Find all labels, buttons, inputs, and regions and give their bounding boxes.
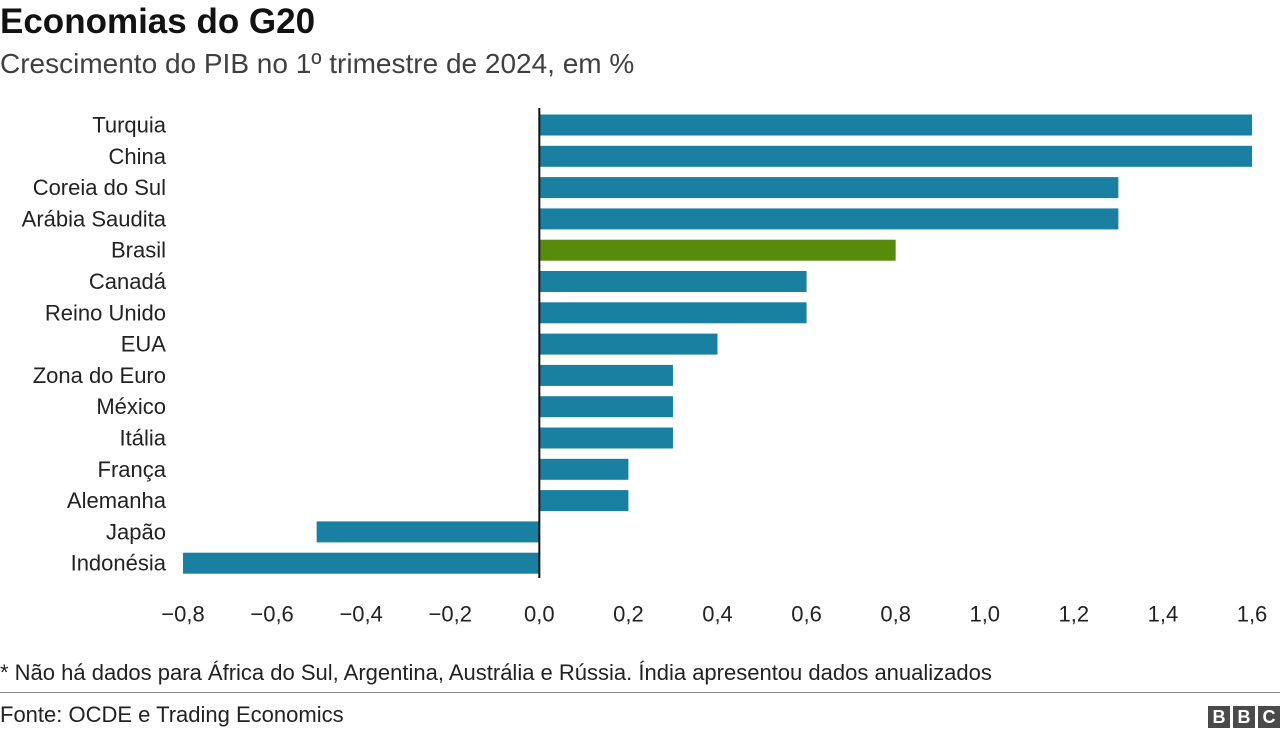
- x-tick-label: 0,2: [613, 602, 644, 627]
- bar-china: [539, 145, 1252, 167]
- x-tick-label: 1,6: [1237, 602, 1268, 627]
- bbc-logo-letter: C: [1258, 706, 1280, 728]
- chart-subtitle: Crescimento do PIB no 1º trimestre de 20…: [0, 48, 635, 79]
- category-label: Coreia do Sul: [33, 175, 166, 200]
- bar-turquia: [539, 114, 1252, 136]
- bbc-logo-letter: B: [1233, 706, 1255, 728]
- x-tick-labels-group: −0,8 −0,6 −0,4 −0,2 0,0 0,2 0,4 0,6 0,8 1,0 1,2 1,4…: [161, 602, 1267, 627]
- x-tick-label: 0,4: [702, 602, 733, 627]
- bars-group: [183, 114, 1252, 574]
- category-label: Arábia Saudita: [22, 206, 167, 231]
- x-tick-label: 0,0: [524, 602, 555, 627]
- category-label: Japão: [106, 519, 166, 544]
- x-tick-label: 0,6: [791, 602, 822, 627]
- chart-title: Economias do G20: [0, 2, 316, 41]
- bar-canada: [539, 271, 807, 292]
- x-tick-label: −0,2: [429, 602, 472, 627]
- category-label: Zona do Euro: [33, 363, 166, 388]
- x-tick-label: −0,8: [161, 602, 204, 627]
- category-label: Brasil: [111, 238, 166, 263]
- category-label: França: [98, 457, 167, 482]
- x-tick-label: −0,6: [250, 602, 293, 627]
- category-label: Turquia: [92, 113, 167, 138]
- source-text: Fonte: OCDE e Trading Economics: [0, 702, 344, 727]
- category-label: Itália: [120, 426, 167, 451]
- x-tick-label: 0,8: [880, 602, 911, 627]
- bar-indonesia: [183, 552, 540, 574]
- category-label: Indonésia: [71, 551, 167, 576]
- category-label: Canadá: [89, 269, 167, 294]
- bar-italia: [539, 427, 673, 449]
- category-label: China: [109, 144, 167, 169]
- category-label: Alemanha: [67, 488, 167, 513]
- footnote: * Não há dados para África do Sul, Argen…: [0, 660, 992, 685]
- bbc-logo: B B C: [1208, 706, 1280, 728]
- x-tick-label: 1,0: [969, 602, 1000, 627]
- category-label: Reino Unido: [45, 300, 166, 325]
- category-label: México: [96, 394, 166, 419]
- bar-coreia-do-sul: [539, 177, 1119, 199]
- bar-eua: [539, 333, 718, 355]
- category-labels-group: Turquia China Coreia do Sul Arábia Saudita B…: [22, 113, 167, 576]
- bar-arabia-saudita: [539, 208, 1119, 230]
- footer-divider: [0, 692, 1280, 693]
- x-tick-label: 1,4: [1148, 602, 1179, 627]
- bar-brasil: [539, 239, 896, 261]
- x-tick-label: −0,4: [339, 602, 382, 627]
- bar-mexico: [539, 396, 673, 418]
- bar-zona-do-euro: [539, 364, 673, 386]
- bar-reino-unido: [539, 302, 807, 324]
- bbc-logo-letter: B: [1208, 706, 1230, 728]
- bar-franca: [539, 458, 629, 480]
- bar-japao: [316, 521, 540, 543]
- x-tick-label: 1,2: [1059, 602, 1090, 627]
- category-label: EUA: [121, 332, 167, 357]
- bar-alemanha: [539, 490, 629, 512]
